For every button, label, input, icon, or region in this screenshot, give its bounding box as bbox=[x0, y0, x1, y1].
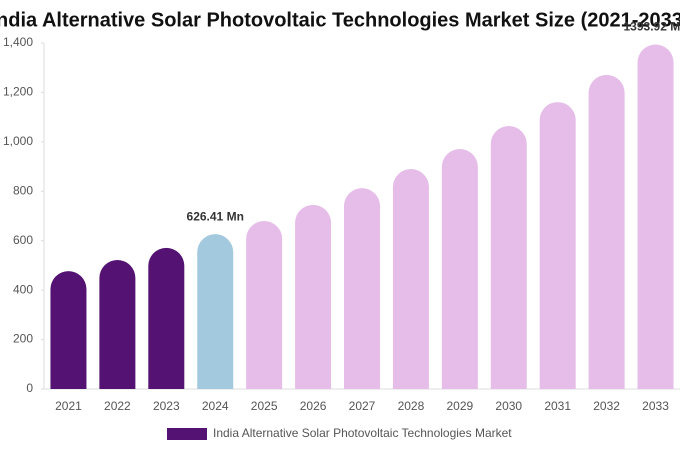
x-tick-label: 2029 bbox=[446, 399, 473, 413]
bar bbox=[99, 259, 136, 389]
bar bbox=[588, 74, 625, 389]
x-tick-label: 2023 bbox=[153, 399, 180, 413]
x-tick-label: 2031 bbox=[544, 399, 571, 413]
bar bbox=[490, 126, 527, 390]
bar bbox=[197, 234, 234, 389]
bar bbox=[148, 247, 185, 389]
bar bbox=[344, 188, 380, 389]
chart-title: India Alternative Solar Photovoltaic Tec… bbox=[0, 9, 680, 31]
y-tick-label: 0 bbox=[26, 381, 33, 395]
x-tick-label: 2021 bbox=[55, 399, 82, 413]
bar bbox=[295, 204, 332, 389]
value-label: 1393.92 Mn bbox=[624, 20, 680, 34]
x-tick-label: 2025 bbox=[251, 399, 278, 413]
y-tick-label: 800 bbox=[13, 183, 33, 197]
value-label: 626.41 Mn bbox=[187, 209, 244, 223]
bar bbox=[637, 44, 674, 390]
x-tick-label: 2027 bbox=[349, 399, 376, 413]
bar bbox=[50, 271, 87, 389]
bar bbox=[392, 169, 429, 389]
x-tick-label: 2022 bbox=[104, 399, 131, 413]
y-tick-label: 1,000 bbox=[3, 134, 33, 148]
x-tick-label: 2026 bbox=[300, 399, 327, 413]
x-tick-label: 2033 bbox=[642, 399, 669, 413]
x-tick-label: 2032 bbox=[593, 399, 620, 413]
y-tick-label: 200 bbox=[13, 332, 33, 346]
bar bbox=[441, 149, 478, 389]
x-tick-label: 2024 bbox=[202, 399, 229, 413]
y-tick-label: 1,400 bbox=[3, 35, 33, 49]
legend-swatch bbox=[167, 428, 207, 440]
bar bbox=[539, 102, 576, 390]
legend-label: India Alternative Solar Photovoltaic Tec… bbox=[213, 426, 512, 440]
y-tick-label: 600 bbox=[13, 233, 33, 247]
x-tick-label: 2028 bbox=[398, 399, 425, 413]
y-tick-label: 400 bbox=[13, 282, 33, 296]
y-tick-label: 1,200 bbox=[3, 85, 33, 99]
bar bbox=[246, 220, 283, 389]
x-tick-label: 2030 bbox=[495, 399, 522, 413]
